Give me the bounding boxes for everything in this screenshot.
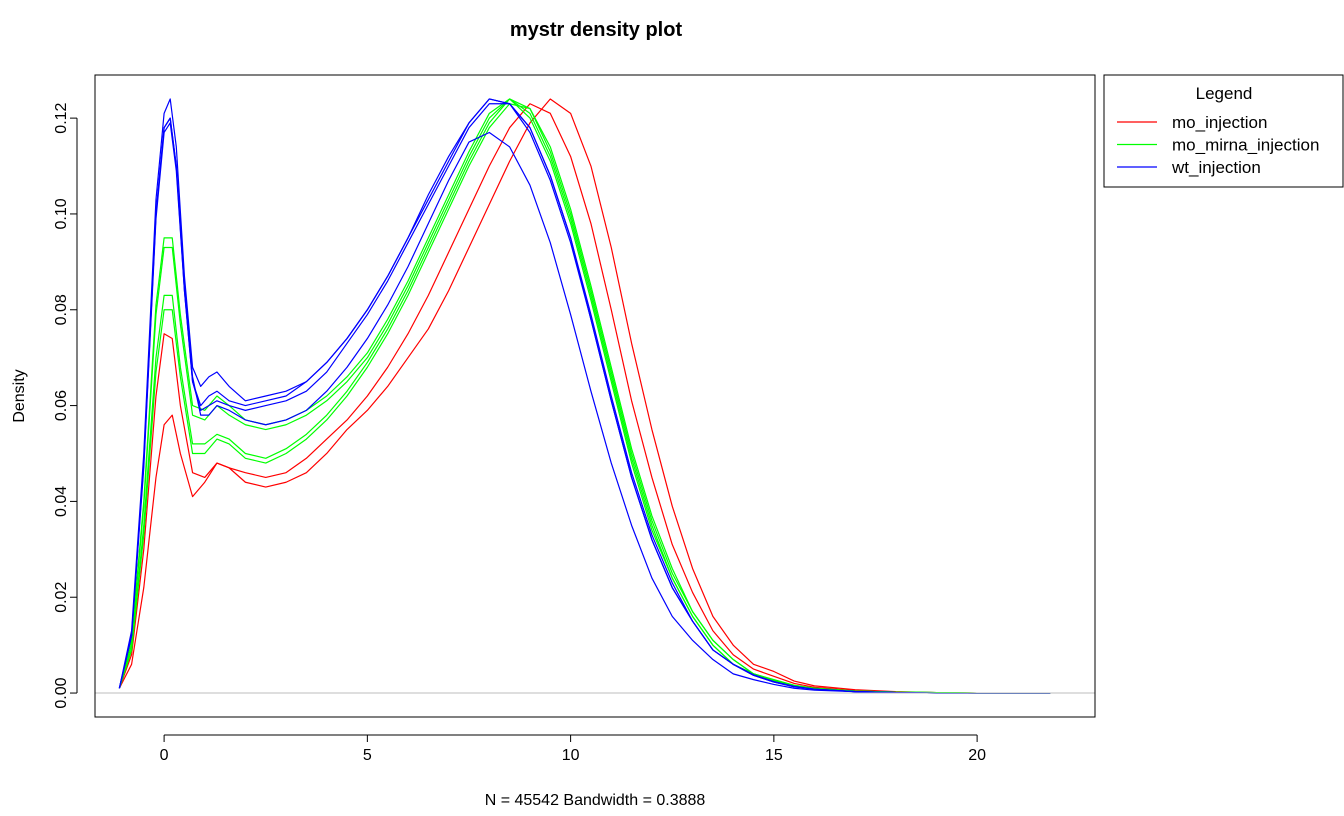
legend-box xyxy=(1103,74,1344,188)
y-tick-label: 0.02 xyxy=(53,582,70,613)
x-axis-label: N = 45542 Bandwidth = 0.3888 xyxy=(485,792,706,809)
legend-entries: mo_injection mo_mirna_injection wt_injecti… xyxy=(1117,113,1319,177)
y-axis: 0.00 0.02 0.04 0.06 0.08 0.10 0.12 xyxy=(53,102,78,709)
x-tick-label: 5 xyxy=(363,747,372,764)
chart-title: mystr density plot xyxy=(510,19,683,41)
y-tick-label: 0.12 xyxy=(53,102,70,133)
density-line-mo_mirna_injection-6 xyxy=(118,98,1051,694)
density-line-mo_mirna_injection-3 xyxy=(118,103,1051,694)
y-axis-label: Density xyxy=(11,369,28,422)
y-tick-label: 0.10 xyxy=(53,198,70,229)
density-line-wt_injection-8 xyxy=(118,103,1051,694)
y-tick-label: 0.08 xyxy=(53,294,70,325)
density-line-mo_injection-1 xyxy=(118,98,1051,694)
x-tick-label: 0 xyxy=(160,747,169,764)
density-line-mo_mirna_injection-4 xyxy=(118,98,1051,694)
density-line-mo_mirna_injection-5 xyxy=(118,98,1051,694)
x-tick-label: 20 xyxy=(968,747,986,764)
y-tick-label: 0.06 xyxy=(53,390,70,421)
density-line-wt_injection-9 xyxy=(118,98,1051,694)
legend-label-mo_mirna_injection: mo_mirna_injection xyxy=(1172,136,1319,155)
x-axis: 0 5 10 15 20 xyxy=(160,734,986,764)
density-line-mo_injection-2 xyxy=(118,103,1051,694)
x-tick-label: 15 xyxy=(765,747,783,764)
legend-label-wt_injection: wt_injection xyxy=(1171,158,1261,177)
legend-title: Legend xyxy=(1196,84,1253,103)
x-tick-label: 10 xyxy=(562,747,580,764)
legend: Legend mo_injection mo_mirna_injection wt_… xyxy=(1103,74,1344,188)
legend-label-mo_injection: mo_injection xyxy=(1172,113,1267,132)
density-line-wt_injection-10 xyxy=(118,98,1051,694)
y-tick-label: 0.00 xyxy=(53,677,70,708)
y-tick-label: 0.04 xyxy=(53,486,70,517)
density-curves xyxy=(118,98,1051,694)
plot-frame xyxy=(94,74,1096,718)
